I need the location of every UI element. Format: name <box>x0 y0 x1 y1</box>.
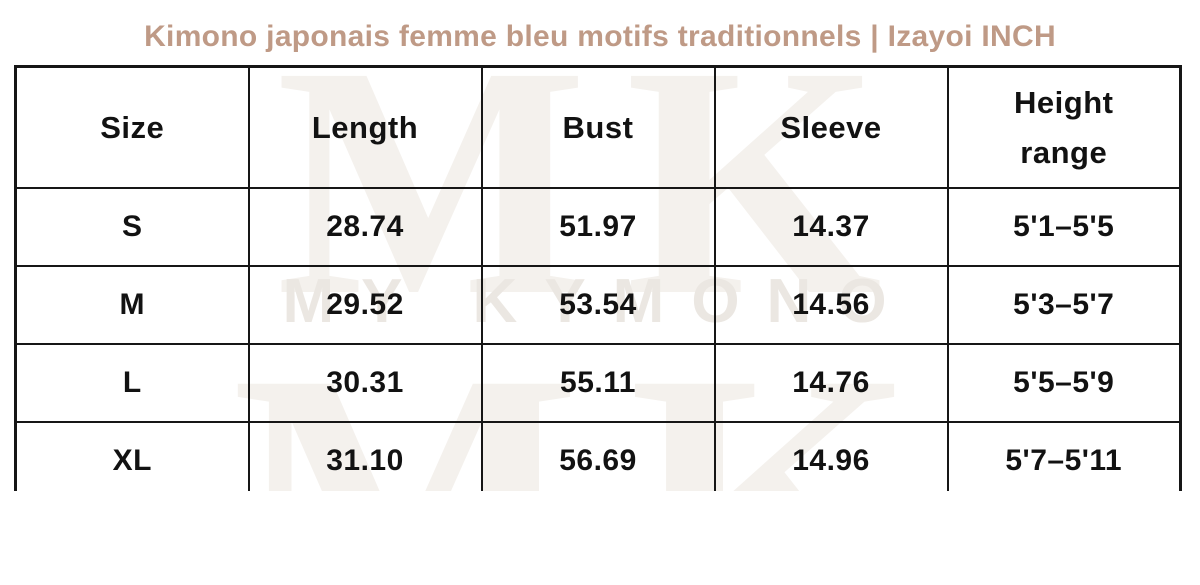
sleeve-cell: 14.96 <box>713 421 949 491</box>
size-cell: L <box>14 343 250 423</box>
header-length: Length <box>247 65 483 189</box>
header-height-range: Height range <box>946 65 1182 189</box>
header-sleeve: Sleeve <box>713 65 949 189</box>
size-table-header: Size Length Bust Sleeve Height range <box>14 65 1182 189</box>
header-bust: Bust <box>480 65 716 189</box>
bust-cell: 55.11 <box>480 343 716 423</box>
bust-cell: 53.54 <box>480 265 716 345</box>
length-cell: 28.74 <box>247 187 483 267</box>
table-row-s: S 28.74 51.97 14.37 5'1–5'5 <box>14 187 1182 267</box>
size-cell: XL <box>14 421 250 491</box>
header-bust-label: Bust <box>562 109 634 145</box>
header-size-label: Size <box>100 109 165 145</box>
length-cell: 29.52 <box>247 265 483 345</box>
header-height-range-label: Height range <box>1014 84 1114 170</box>
bust-cell: 56.69 <box>480 421 716 491</box>
header-length-label: Length <box>311 109 419 145</box>
sleeve-cell: 14.56 <box>713 265 949 345</box>
height-range-cell: 5'3–5'7 <box>946 265 1182 345</box>
height-range-cell: 5'7–5'11 <box>946 421 1182 491</box>
height-range-cell: 5'5–5'9 <box>946 343 1182 423</box>
sleeve-cell: 14.76 <box>713 343 949 423</box>
size-cell: M <box>14 265 250 345</box>
length-cell: 31.10 <box>247 421 483 491</box>
table-row-l: L 30.31 55.11 14.76 5'5–5'9 <box>14 343 1182 423</box>
header-row: Size Length Bust Sleeve Height range <box>14 65 1182 189</box>
sleeve-cell: 14.37 <box>713 187 949 267</box>
size-table-container: MK MY KYMONO MK Size Length Bust Sleeve … <box>14 65 1182 491</box>
table-row-m: M 29.52 53.54 14.56 5'3–5'7 <box>14 265 1182 345</box>
header-sleeve-label: Sleeve <box>780 109 882 145</box>
size-table-body: S 28.74 51.97 14.37 5'1–5'5 M 29.52 53.5… <box>14 187 1182 491</box>
height-range-cell: 5'1–5'5 <box>946 187 1182 267</box>
table-row-xl: XL 31.10 56.69 14.96 5'7–5'11 <box>14 421 1182 491</box>
length-cell: 30.31 <box>247 343 483 423</box>
size-table: Size Length Bust Sleeve Height range S 2… <box>14 65 1182 491</box>
bust-cell: 51.97 <box>480 187 716 267</box>
size-cell: S <box>14 187 250 267</box>
header-size: Size <box>14 65 250 189</box>
page-title: Kimono japonais femme bleu motifs tradit… <box>144 20 1056 53</box>
